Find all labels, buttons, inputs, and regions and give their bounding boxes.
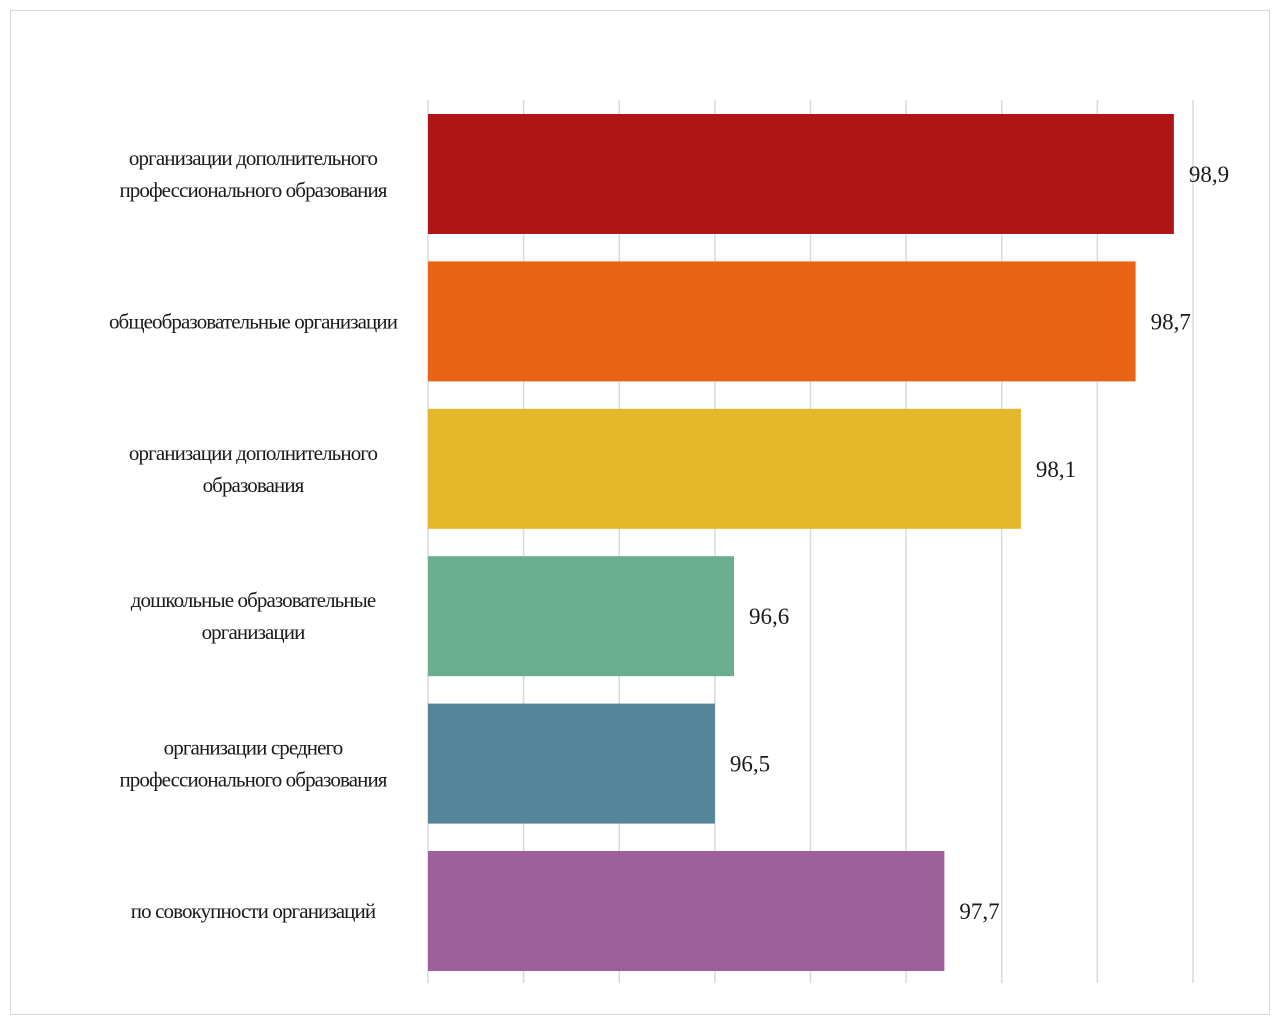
category-label-0: организации дополнительного профессиональ…	[119, 146, 387, 202]
bar-4	[428, 703, 715, 824]
category-label-5-line-0: по совокупности организаций	[131, 899, 376, 923]
category-label-2-line-0: организации дополнительного	[129, 441, 378, 465]
category-label-5: по совокупности организаций	[131, 899, 376, 923]
category-label-3: дошкольные образовательные организации	[131, 588, 376, 644]
category-label-4-line-0: организации среднего	[164, 736, 343, 760]
value-label-0: 98,9	[1189, 162, 1229, 187]
gridlines	[427, 100, 1194, 983]
bars	[428, 114, 1174, 971]
category-label-4-line-1: профессионального образования	[119, 768, 387, 792]
bar-3	[428, 556, 734, 677]
value-label-5: 97,7	[959, 899, 999, 924]
category-label-2: организации дополнительного образования	[129, 441, 378, 497]
category-label-4: организации среднего профессионального об…	[119, 736, 387, 792]
value-label-4: 96,5	[730, 752, 770, 777]
bar-2	[428, 408, 1021, 529]
category-labels: организации дополнительного профессиональ…	[109, 146, 399, 923]
value-label-3: 96,6	[749, 604, 789, 629]
bar-1	[428, 261, 1136, 382]
category-label-3-line-0: дошкольные образовательные	[131, 588, 376, 612]
bar-0	[428, 114, 1174, 234]
category-label-0-line-1: профессионального образования	[119, 178, 387, 202]
category-label-1: общеобразовательные организации	[109, 309, 398, 333]
category-label-2-line-1: образования	[203, 473, 305, 497]
category-label-0-line-0: организации дополнительного	[129, 146, 378, 170]
category-label-1-line-0: общеобразовательные организации	[109, 309, 398, 333]
bar-5	[428, 851, 945, 971]
value-label-1: 98,7	[1151, 309, 1191, 334]
value-labels: 98,9 98,7 98,1 96,6 96,5 97,7	[730, 162, 1229, 924]
value-label-2: 98,1	[1036, 457, 1076, 482]
category-label-3-line-1: организации	[202, 620, 306, 644]
